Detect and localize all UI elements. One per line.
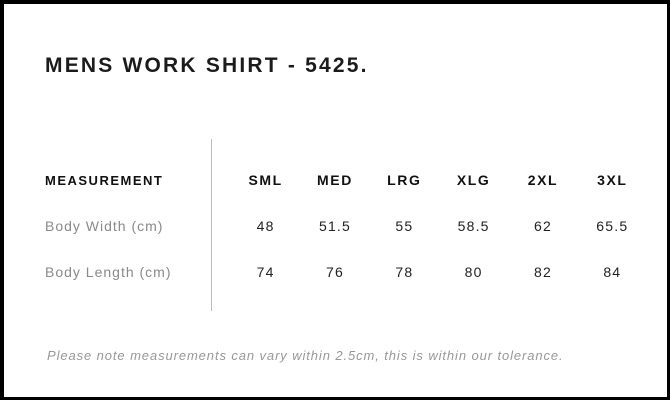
measurement-header: MEASUREMENT	[45, 172, 164, 188]
size-chart-table: MEASUREMENT SML MED LRG XLG 2XL 3XL Body…	[45, 137, 647, 311]
body-width-lrg: 55	[395, 218, 414, 234]
size-header-lrg: LRG	[387, 172, 422, 188]
body-length-sml: 74	[256, 264, 275, 280]
row-label: Body Width (cm)	[45, 218, 164, 234]
vertical-divider	[211, 139, 212, 311]
body-width-xlg: 58.5	[457, 218, 490, 234]
row-label: Body Length (cm)	[45, 264, 172, 280]
body-width-med: 51.5	[318, 218, 352, 234]
size-headers: SML MED LRG XLG 2XL 3XL	[211, 172, 647, 188]
body-length-xlg: 80	[464, 264, 483, 280]
table-row-body-length: Body Length (cm) 74 76 78 80 82 84	[45, 249, 647, 295]
table-header-row: MEASUREMENT SML MED LRG XLG 2XL 3XL	[45, 157, 647, 203]
body-width-sml: 48	[256, 218, 275, 234]
size-header-med: MED	[317, 172, 353, 188]
size-header-2xl: 2XL	[527, 172, 559, 188]
body-width-2xl: 62	[533, 218, 552, 234]
body-width-3xl: 65.5	[596, 218, 629, 234]
body-length-med: 76	[326, 264, 344, 280]
page-title: MENS WORK SHIRT - 5425.	[45, 54, 369, 77]
row-values: 74 76 78 80 82 84	[211, 264, 647, 280]
body-length-3xl: 84	[603, 264, 622, 280]
table-row-body-width: Body Width (cm) 48 51.5 55 58.5 62 65.5	[45, 203, 647, 249]
row-values: 48 51.5 55 58.5 62 65.5	[211, 218, 647, 234]
size-header-3xl: 3XL	[597, 172, 628, 188]
body-length-2xl: 82	[533, 264, 552, 280]
body-length-lrg: 78	[395, 264, 414, 280]
tolerance-note: Please note measurements can vary within…	[47, 348, 564, 363]
size-header-xlg: XLG	[456, 172, 491, 188]
size-header-sml: SML	[248, 172, 283, 188]
